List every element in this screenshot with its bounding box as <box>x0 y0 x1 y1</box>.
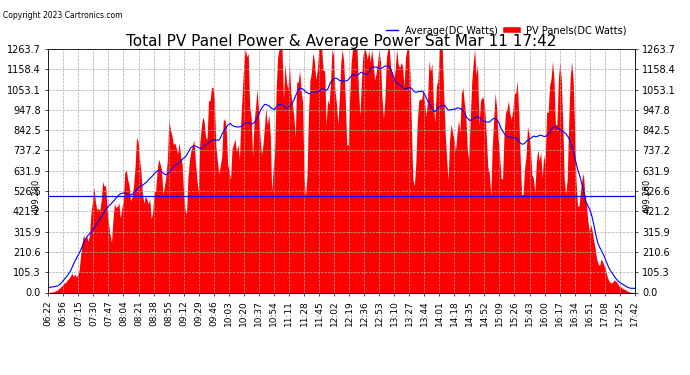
Text: 499.280: 499.280 <box>642 179 651 213</box>
Text: 499.280: 499.280 <box>32 179 41 213</box>
Legend: Average(DC Watts), PV Panels(DC Watts): Average(DC Watts), PV Panels(DC Watts) <box>382 22 630 40</box>
Title: Total PV Panel Power & Average Power Sat Mar 11 17:42: Total PV Panel Power & Average Power Sat… <box>126 34 557 49</box>
Text: Copyright 2023 Cartronics.com: Copyright 2023 Cartronics.com <box>3 11 123 20</box>
